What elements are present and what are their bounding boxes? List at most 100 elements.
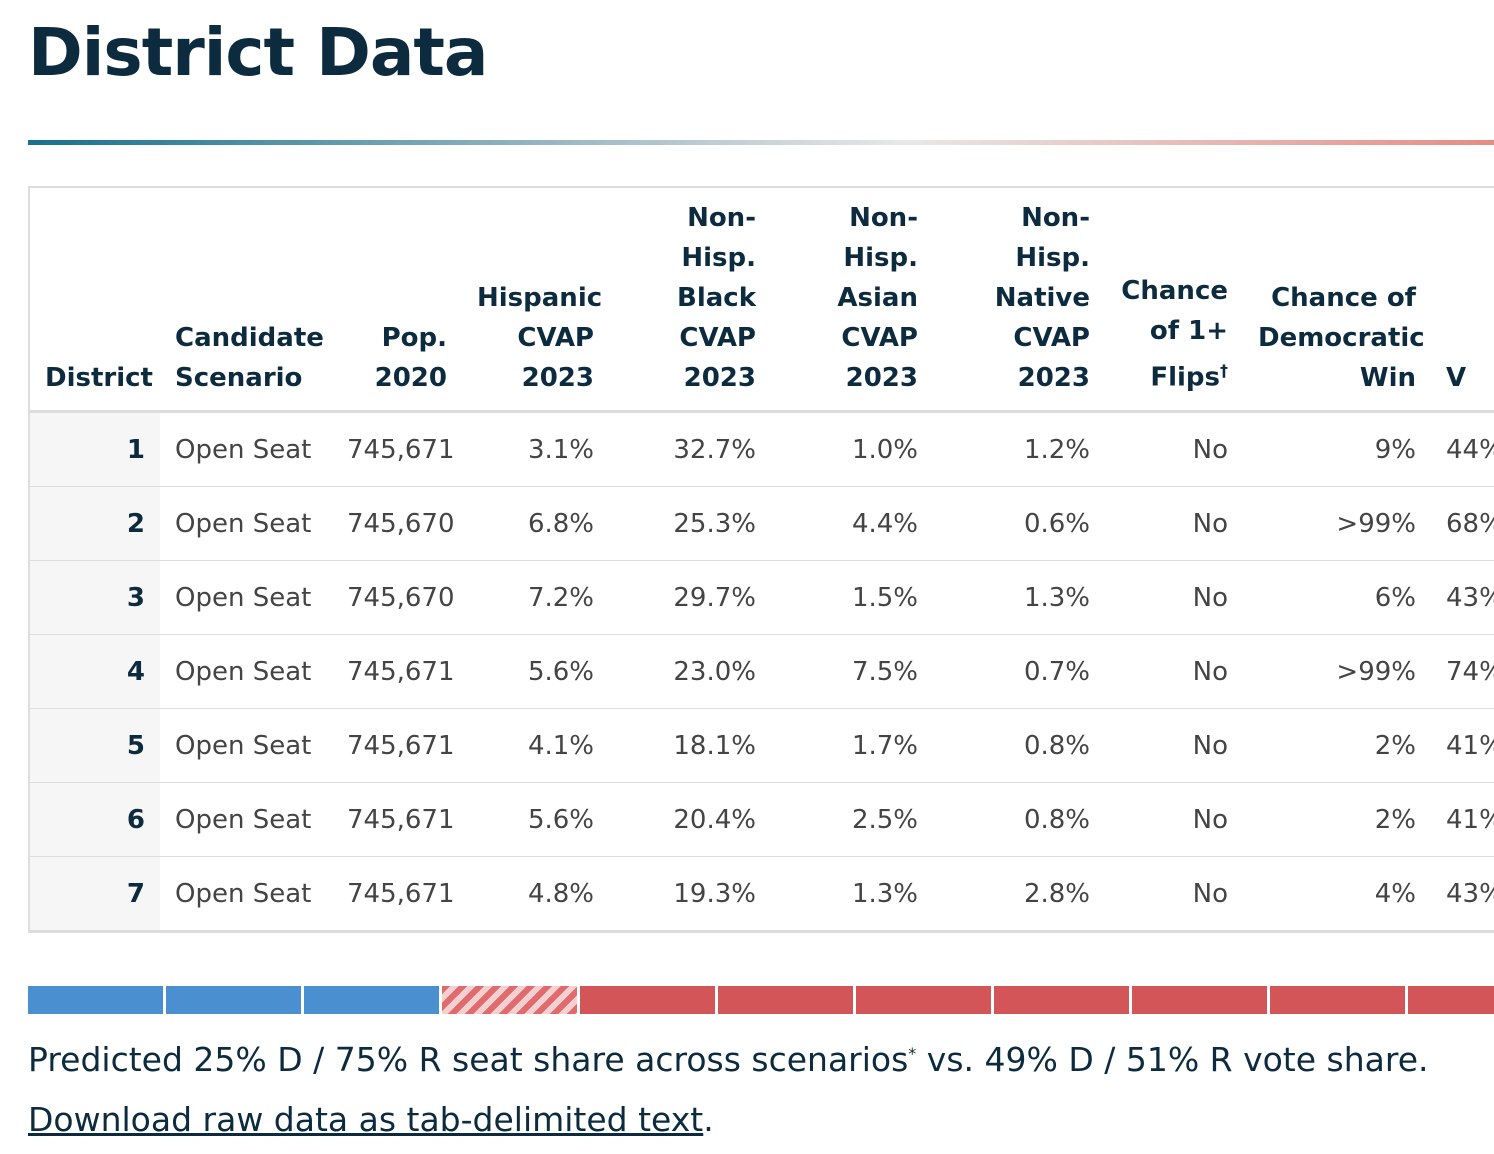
header-line: 2023: [1017, 363, 1090, 393]
table-cell: 32.7%: [609, 411, 771, 487]
header-line: Native: [994, 283, 1090, 313]
column-header: Chance of Democratic Win: [1243, 188, 1431, 413]
header-line: Pop.: [381, 323, 447, 353]
table-cell: 1: [30, 411, 160, 487]
table-row: 3 Open Seat 745,670 7.2% 29.7% 1.5% 1.3% No 6% 43…: [30, 560, 1494, 635]
table-cell: Open Seat: [160, 708, 332, 783]
table-row: 7 Open Seat 745,671 4.8% 19.3% 1.3% 2.8% No 4% 43…: [30, 856, 1494, 931]
table-cell: 41%: [1431, 708, 1494, 783]
table-cell: 5: [30, 708, 160, 783]
column-header: Hispanic CVAP 2023: [462, 188, 609, 413]
table-cell: 74%: [1431, 634, 1494, 709]
table-cell: 4%: [1243, 856, 1431, 931]
table-cell: 6.8%: [462, 486, 609, 561]
table-cell: 1.2%: [933, 411, 1105, 487]
table-cell: 1.3%: [771, 856, 933, 931]
table-cell: No: [1105, 634, 1243, 709]
header-line: Non-: [849, 203, 918, 233]
header-line: CVAP: [841, 323, 918, 353]
table-cell: 0.8%: [933, 782, 1105, 857]
header-line: Flips†: [1150, 361, 1228, 393]
table-cell: Open Seat: [160, 634, 332, 709]
seat: [1270, 986, 1405, 1014]
column-header: Non- Hisp. Black CVAP 2023: [609, 188, 771, 413]
seat: [442, 986, 577, 1014]
table-cell: No: [1105, 411, 1243, 487]
table-cell: 5.6%: [462, 634, 609, 709]
district-table: District Candidate Scenario Pop. 2020 Hispani…: [30, 188, 1494, 931]
table-cell: 2.5%: [771, 782, 933, 857]
column-header: Pop. 2020: [332, 188, 462, 413]
table-cell: Open Seat: [160, 486, 332, 561]
table-cell: 2: [30, 486, 160, 561]
header-line: Scenario: [175, 363, 303, 393]
header-line: 2023: [845, 363, 918, 393]
period: .: [703, 1100, 714, 1139]
table-cell: 4.1%: [462, 708, 609, 783]
table-cell: Open Seat: [160, 560, 332, 635]
header-line: 2023: [683, 363, 756, 393]
table-cell: 745,671: [332, 708, 462, 783]
header-line: 2020: [374, 363, 447, 393]
footnote-mark: †: [1220, 361, 1228, 381]
seat: [994, 986, 1129, 1014]
column-header: District: [30, 188, 160, 413]
table-cell: 0.7%: [933, 634, 1105, 709]
table-cell: 29.7%: [609, 560, 771, 635]
table-cell: 20.4%: [609, 782, 771, 857]
table-row: 1 Open Seat 745,671 3.1% 32.7% 1.0% 1.2% No 9% 44…: [30, 411, 1494, 487]
table-cell: No: [1105, 486, 1243, 561]
header-line: Candidate: [175, 323, 324, 353]
header-line: CVAP: [1013, 323, 1090, 353]
table-cell: 9%: [1243, 411, 1431, 487]
table-cell: 1.3%: [933, 560, 1105, 635]
seat: [1408, 986, 1494, 1014]
table-cell: 3: [30, 560, 160, 635]
download-link[interactable]: Download raw data as tab-delimited text: [28, 1100, 704, 1139]
seat: [580, 986, 715, 1014]
header-line: CVAP: [517, 323, 594, 353]
table-container: District Candidate Scenario Pop. 2020 Hispani…: [28, 186, 1494, 933]
header-line: V: [1446, 363, 1467, 393]
column-header: V: [1431, 188, 1494, 413]
column-header: Non- Hisp. Asian CVAP 2023: [771, 188, 933, 413]
table-cell: 745,671: [332, 634, 462, 709]
header-line: Non-: [687, 203, 756, 233]
table-cell: 5.6%: [462, 782, 609, 857]
header-line: Democratic: [1258, 323, 1425, 353]
table-cell: 745,670: [332, 560, 462, 635]
table-cell: 7.2%: [462, 560, 609, 635]
table-cell: Open Seat: [160, 411, 332, 487]
table-cell: 4.8%: [462, 856, 609, 931]
summary: Predicted 25% D / 75% R seat share acros…: [28, 1040, 1429, 1079]
table-cell: 745,670: [332, 486, 462, 561]
header-line: Hisp.: [681, 243, 756, 273]
seat-bar: [28, 986, 1494, 1014]
header-line: Win: [1359, 363, 1416, 393]
header-line: Chance: [1121, 276, 1228, 307]
table-cell: Open Seat: [160, 782, 332, 857]
seat: [1132, 986, 1267, 1014]
header-line: CVAP: [679, 323, 756, 353]
table-row: 2 Open Seat 745,670 6.8% 25.3% 4.4% 0.6% No >99%…: [30, 486, 1494, 561]
table-cell: 4.4%: [771, 486, 933, 561]
table-cell: 0.6%: [933, 486, 1105, 561]
page-title: District Data: [28, 14, 488, 91]
table-cell: 25.3%: [609, 486, 771, 561]
table-cell: No: [1105, 856, 1243, 931]
header-line: of 1+: [1149, 316, 1228, 347]
seat: [718, 986, 853, 1014]
summary-text: vs. 49% D / 51% R vote share.: [916, 1040, 1429, 1079]
table-cell: 23.0%: [609, 634, 771, 709]
header-line: Hisp.: [843, 243, 918, 273]
table-cell: >99%: [1243, 486, 1431, 561]
table-cell: 745,671: [332, 411, 462, 487]
table-cell: 68%: [1431, 486, 1494, 561]
divider: [28, 140, 1494, 145]
footnote-mark: *: [908, 1044, 917, 1063]
table-row: 6 Open Seat 745,671 5.6% 20.4% 2.5% 0.8% No 2% 41…: [30, 782, 1494, 857]
table-row: 5 Open Seat 745,671 4.1% 18.1% 1.7% 0.8% No 2% 41…: [30, 708, 1494, 783]
seat: [166, 986, 301, 1014]
table-cell: 1.0%: [771, 411, 933, 487]
table-cell: 7: [30, 856, 160, 931]
